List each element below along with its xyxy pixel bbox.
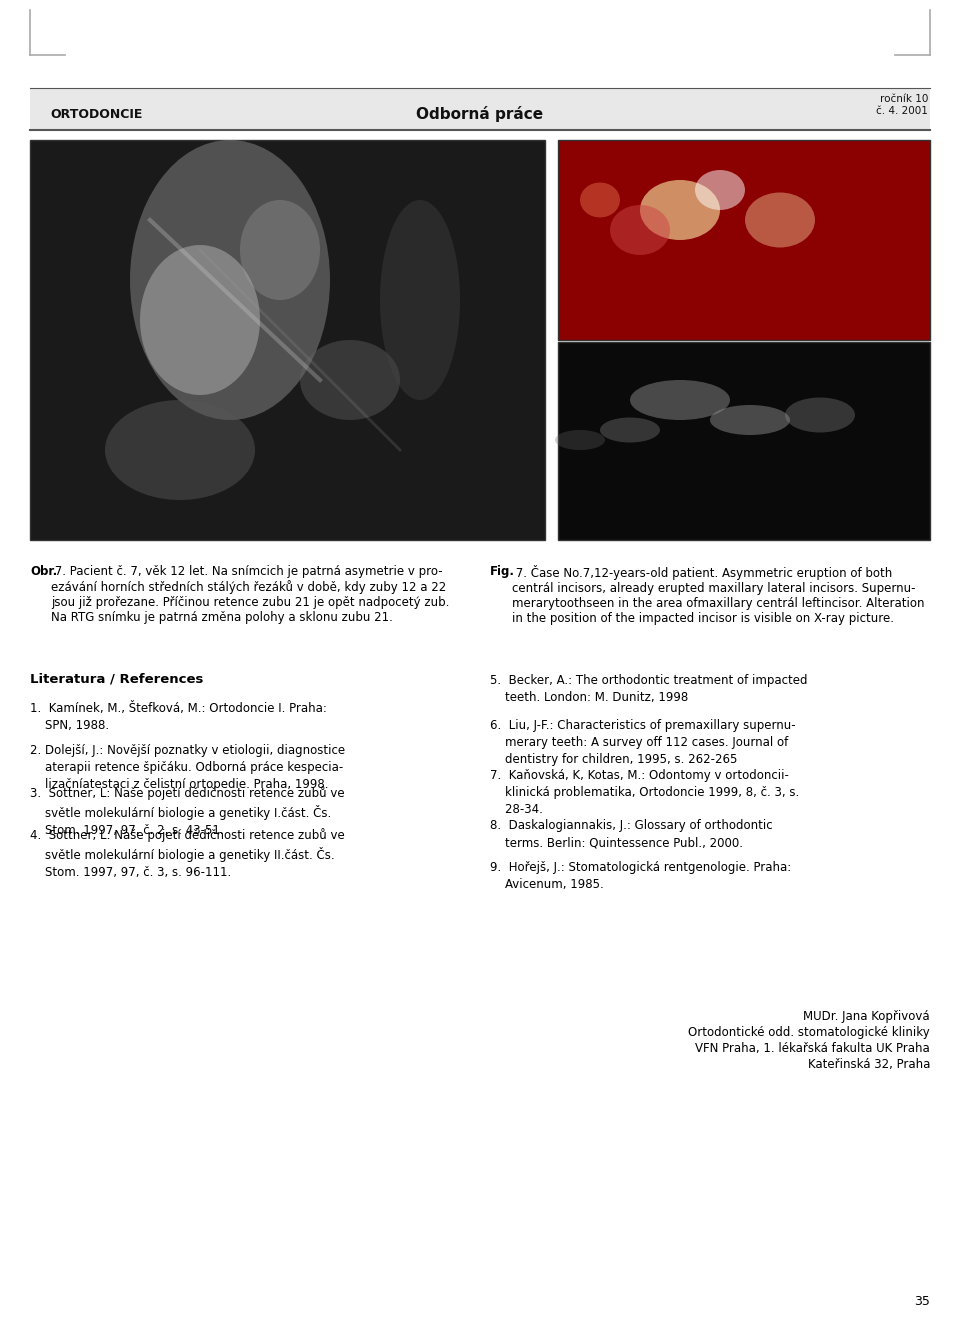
Bar <box>558 140 930 340</box>
Text: 1.  Kamínek, M., Štefková, M.: Ortodoncie I. Praha:
    SPN, 1988.: 1. Kamínek, M., Štefková, M.: Ortodoncie… <box>30 702 326 732</box>
Text: MUDr. Jana Kopřivová: MUDr. Jana Kopřivová <box>804 1010 930 1023</box>
Text: Ortodontické odd. stomatologické kliniky: Ortodontické odd. stomatologické kliniky <box>688 1026 930 1039</box>
Text: 4.  Sottner, L: Naše pojetí dědičnosti retence zubů ve
    světle molekulární bi: 4. Sottner, L: Naše pojetí dědičnosti re… <box>30 828 345 879</box>
Text: 9.  Hořejš, J.: Stomatologická rentgenologie. Praha:
    Avicenum, 1985.: 9. Hořejš, J.: Stomatologická rentgenolo… <box>490 861 791 891</box>
Ellipse shape <box>580 183 620 217</box>
Ellipse shape <box>785 397 855 433</box>
Ellipse shape <box>710 405 790 436</box>
Text: č. 4. 2001: č. 4. 2001 <box>876 106 928 117</box>
Text: 3.  Sottner, L: Naše pojetí dědičnosti retence zubů ve
    světle molekulární bi: 3. Sottner, L: Naše pojetí dědičnosti re… <box>30 786 345 837</box>
Ellipse shape <box>745 192 815 248</box>
Text: 7. Čase No.7,12-years-old patient. Asymmetric eruption of both
centrál incisors,: 7. Čase No.7,12-years-old patient. Asymm… <box>512 565 924 625</box>
Ellipse shape <box>640 180 720 240</box>
Ellipse shape <box>555 430 605 450</box>
Ellipse shape <box>130 140 330 420</box>
Text: Obr.: Obr. <box>30 565 58 579</box>
Text: Fig.: Fig. <box>490 565 515 579</box>
Ellipse shape <box>105 400 255 500</box>
Text: VFN Praha, 1. lékařská fakulta UK Praha: VFN Praha, 1. lékařská fakulta UK Praha <box>695 1042 930 1055</box>
Ellipse shape <box>610 205 670 256</box>
Text: 8.  Daskalogiannakis, J.: Glossary of orthodontic
    terms. Berlin: Quintessenc: 8. Daskalogiannakis, J.: Glossary of ort… <box>490 820 773 849</box>
Ellipse shape <box>140 245 260 395</box>
Ellipse shape <box>380 200 460 400</box>
Ellipse shape <box>695 169 745 211</box>
Ellipse shape <box>240 200 320 301</box>
Text: Kateřinská 32, Praha: Kateřinská 32, Praha <box>807 1058 930 1071</box>
Text: Odborná práce: Odborná práce <box>417 106 543 122</box>
Text: Literatura / References: Literatura / References <box>30 673 204 685</box>
Bar <box>558 342 930 540</box>
Text: ORTODONCIE: ORTODONCIE <box>50 107 142 120</box>
Text: 35: 35 <box>914 1295 930 1308</box>
Text: 5.  Becker, A.: The orthodontic treatment of impacted
    teeth. London: M. Duni: 5. Becker, A.: The orthodontic treatment… <box>490 674 807 704</box>
Text: 7. Pacient č. 7, věk 12 let. Na snímcich je patrná asymetrie v pro-
ezávání horn: 7. Pacient č. 7, věk 12 let. Na snímcich… <box>51 565 449 624</box>
Bar <box>30 87 930 130</box>
Ellipse shape <box>630 380 730 420</box>
Ellipse shape <box>600 417 660 442</box>
Text: 7.  Kaňovská, K, Kotas, M.: Odontomy v ortodoncii-
    klinická problematika, Or: 7. Kaňovská, K, Kotas, M.: Odontomy v or… <box>490 769 800 816</box>
Text: ročník 10: ročník 10 <box>879 94 928 105</box>
Text: 2. Dolejší, J.: Novější poznatky v etiologii, diagnostice
    aterapii retence š: 2. Dolejší, J.: Novější poznatky v etiol… <box>30 744 346 790</box>
Bar <box>30 140 545 540</box>
Text: 6.  Liu, J-F.: Characteristics of premaxillary supernu-
    merary teeth: A surv: 6. Liu, J-F.: Characteristics of premaxi… <box>490 719 796 767</box>
Ellipse shape <box>300 340 400 420</box>
